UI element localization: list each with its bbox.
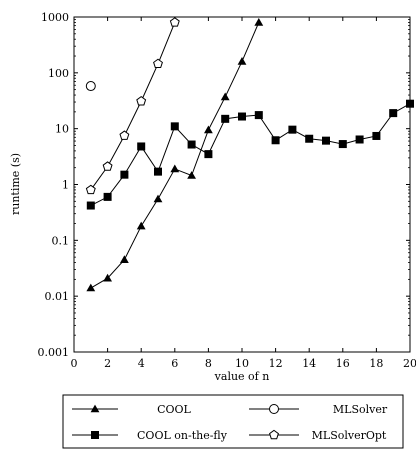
data-point [136, 96, 147, 106]
data-point [355, 135, 364, 144]
y-tick-label: 0.1 [52, 234, 70, 247]
legend-marker [269, 429, 279, 440]
data-point [85, 81, 96, 92]
data-point [406, 99, 414, 108]
data-point [389, 109, 398, 118]
data-point [85, 184, 96, 195]
data-point [119, 130, 130, 140]
x-tick-label: 6 [171, 357, 178, 370]
x-tick-label: 20 [403, 357, 416, 370]
data-point [220, 92, 230, 101]
series-line [90, 22, 260, 289]
legend-marker [91, 431, 99, 439]
series-cool-on-the-fly [86, 99, 414, 210]
y-tick-label: 10 [55, 123, 69, 136]
data-point [170, 122, 179, 131]
data-point [322, 136, 330, 145]
y-tick-label: 0.001 [38, 346, 70, 359]
data-point [86, 283, 96, 292]
legend: COOL MLSolver COOL on-the-fly MLSolverOpt [62, 394, 404, 449]
x-tick-label: 18 [369, 357, 383, 370]
data-point [153, 58, 163, 69]
data-point [103, 273, 112, 282]
legend-label: COOL on-the-fly [137, 429, 228, 442]
data-point [238, 112, 246, 121]
data-point [254, 111, 263, 120]
x-tick-label: 12 [269, 357, 283, 370]
data-point [271, 136, 280, 145]
data-point [169, 17, 180, 27]
x-axis-ticks: 0 2 4 6 8 10 12 14 16 18 20 [71, 17, 416, 370]
y-tick-label: 1000 [41, 11, 69, 24]
series-line [90, 103, 411, 206]
data-point [338, 140, 347, 149]
legend-label: MLSolverOpt [312, 429, 387, 442]
x-tick-label: 16 [336, 357, 350, 370]
legend-marker [90, 404, 100, 413]
y-tick-label: 0.01 [45, 290, 70, 303]
legend-label: MLSolver [333, 403, 388, 416]
legend-label: COOL [157, 403, 191, 416]
data-point [187, 171, 196, 179]
y-axis-title: runtime (s) [9, 153, 22, 215]
series-mlsolveropt [85, 17, 180, 195]
series-layer [85, 17, 414, 292]
plot-frame [73, 16, 411, 353]
data-point [120, 170, 129, 179]
x-tick-label: 8 [205, 357, 212, 370]
data-point [137, 142, 146, 151]
x-tick-label: 14 [302, 357, 316, 370]
data-point [136, 221, 146, 230]
x-tick-label: 0 [71, 357, 78, 370]
x-tick-label: 10 [235, 357, 249, 370]
data-point [204, 125, 213, 134]
x-tick-label: 2 [104, 357, 111, 370]
data-point [102, 161, 113, 171]
data-point [288, 125, 297, 134]
y-axis-ticks: 0.001 0.01 0.1 1 10 100 1000 [38, 11, 410, 359]
legend-marker [269, 404, 279, 414]
data-point [154, 167, 162, 176]
y-tick-label: 1 [62, 179, 69, 192]
data-point [305, 134, 314, 143]
data-point [237, 57, 247, 65]
x-tick-label: 4 [138, 357, 145, 370]
data-point [254, 18, 264, 26]
data-point [221, 114, 230, 123]
series-mlsolver [85, 81, 96, 92]
data-point [103, 192, 112, 201]
data-point [372, 131, 381, 140]
series-cool [86, 18, 264, 292]
x-axis-title: value of n [214, 370, 270, 383]
data-point [187, 140, 196, 149]
data-point [120, 255, 129, 263]
legend-box [62, 394, 404, 449]
y-tick-label: 100 [48, 67, 69, 80]
data-point [170, 164, 180, 173]
data-point [153, 194, 163, 203]
data-point [86, 201, 95, 210]
data-point [204, 150, 213, 159]
